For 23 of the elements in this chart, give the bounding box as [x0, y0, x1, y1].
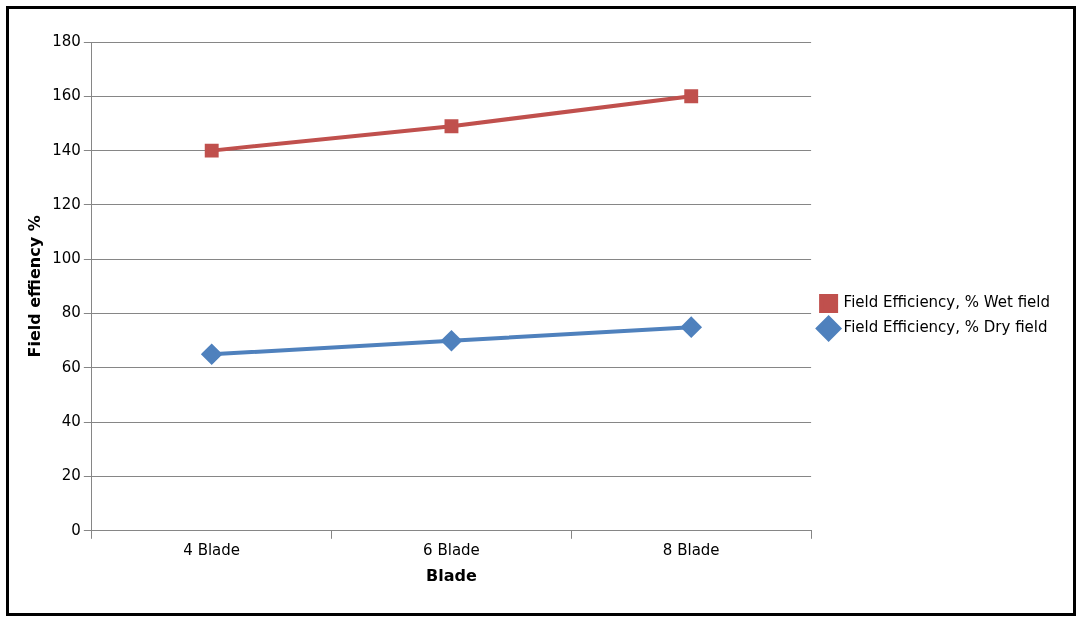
point	[684, 89, 699, 104]
y-tick-label: 20	[61, 466, 81, 485]
legend-label: Field Efficiency, % Wet field	[843, 293, 1051, 312]
y-tick-label: 100	[52, 249, 81, 268]
y-tick-label: 120	[52, 194, 81, 213]
y-tick-label: 160	[52, 86, 81, 105]
x-tick-label: 4 Blade	[183, 540, 241, 559]
point	[204, 143, 219, 158]
y-tick-label: 40	[61, 412, 81, 431]
point	[201, 344, 222, 365]
y-axis-title: Field effiency %	[24, 215, 44, 358]
legend-label: Field Efficiency, % Dry field	[843, 318, 1048, 337]
y-tick-label: 180	[52, 31, 81, 50]
y-tick-label: 80	[61, 303, 81, 322]
x-tick-label: 8 Blade	[662, 540, 720, 559]
x-axis-title: Blade	[426, 565, 478, 585]
y-tick-label: 140	[52, 140, 81, 159]
point	[444, 119, 459, 134]
y-tick-label: 60	[61, 357, 81, 376]
point	[441, 330, 462, 351]
y-tick-label: 0	[71, 520, 81, 539]
point	[681, 317, 702, 338]
x-tick-label: 6 Blade	[423, 540, 480, 559]
